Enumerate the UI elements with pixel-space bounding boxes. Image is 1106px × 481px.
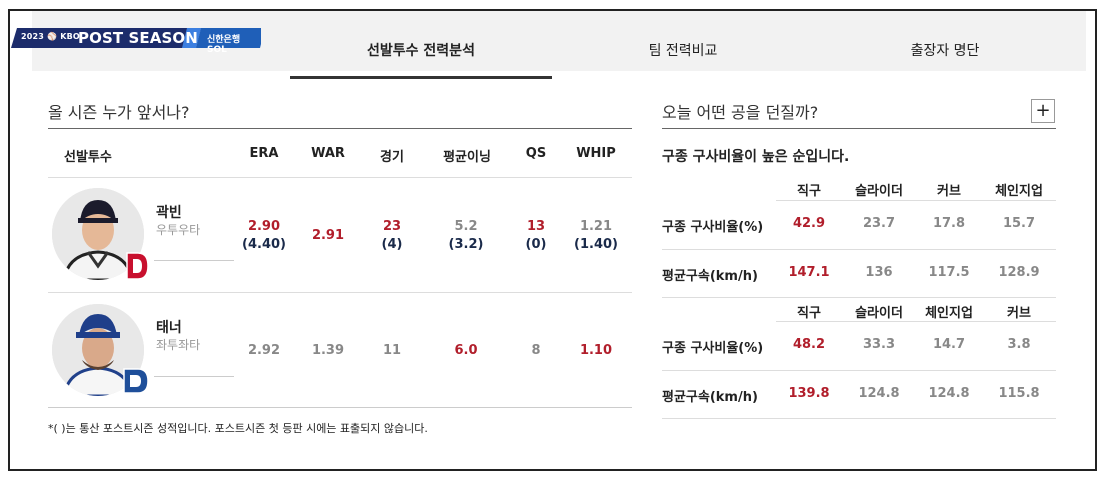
pitcher-avatar — [52, 304, 144, 396]
usage-rate-value: 17.8 — [932, 216, 966, 231]
stat-games: 23 — [382, 219, 402, 234]
content-area — [32, 71, 1086, 460]
pitch-type-header: 커브 — [937, 184, 961, 199]
stat-war: 1.39 — [311, 343, 345, 358]
widget-panel — [32, 11, 1086, 460]
left-title-rule — [48, 128, 632, 129]
pitcher-underline — [154, 376, 234, 377]
right-title-rule — [662, 128, 1056, 129]
pitch-type-header: 슬라이더 — [855, 184, 903, 199]
pitch-type-header: 커브 — [1007, 306, 1031, 321]
postseason-logo: 2023 ⚾ KBO POST SEASON 신한은행 SOL — [11, 28, 261, 55]
right-section-title: 오늘 어떤 공을 던질까? — [662, 103, 819, 122]
row-divider — [776, 200, 1056, 201]
stat-games: 11 — [382, 343, 402, 358]
stat-whip: 1.21 — [579, 219, 613, 234]
logo-title: POST SEASON — [78, 29, 198, 47]
stat-avg-innings: 5.2 — [454, 219, 478, 234]
usage-rate-label: 구종 구사비율(%) — [662, 220, 764, 235]
row-divider — [662, 370, 1056, 371]
avg-speed-label: 평균구속(km/h) — [662, 390, 758, 405]
avg-speed-value: 115.8 — [998, 386, 1040, 401]
usage-rate-value: 15.7 — [1002, 216, 1036, 231]
avg-speed-value: 117.5 — [928, 265, 970, 280]
avg-speed-value: 139.8 — [788, 386, 830, 401]
avg-speed-value: 136 — [865, 265, 893, 280]
table-bottom-rule — [48, 407, 632, 408]
row-divider — [662, 418, 1056, 419]
stat-avg-innings-post: (3.2) — [448, 237, 484, 252]
tab-starter-analysis[interactable]: 선발투수 전력분석 — [290, 39, 552, 79]
row-divider — [662, 297, 1056, 298]
usage-rate-label: 구종 구사비율(%) — [662, 341, 764, 356]
col-header-whip: WHIP — [576, 146, 616, 161]
col-header-war: WAR — [311, 146, 345, 161]
stat-games-post: (4) — [381, 237, 403, 252]
stat-avg-innings: 6.0 — [454, 343, 478, 358]
logo-year: 2023 ⚾ KBO — [21, 32, 80, 41]
avg-speed-value: 147.1 — [788, 265, 830, 280]
stat-era-post: (4.40) — [242, 237, 286, 252]
pitcher-name: 태너 — [156, 320, 182, 336]
col-header-avg-innings: 평균이닝 — [443, 150, 491, 165]
row-divider — [48, 177, 632, 178]
col-header-qs: QS — [525, 146, 547, 161]
stat-qs: 13 — [526, 219, 546, 234]
pitch-type-header: 체인지업 — [925, 306, 973, 321]
usage-rate-value: 42.9 — [792, 216, 826, 231]
avg-speed-value: 124.8 — [928, 386, 970, 401]
widget-frame — [8, 9, 1097, 471]
usage-rate-value: 33.3 — [862, 337, 896, 352]
pitch-type-header: 체인지업 — [995, 184, 1043, 199]
row-divider — [48, 292, 632, 293]
pitch-type-header: 슬라이더 — [855, 306, 903, 321]
left-section-title: 올 시즌 누가 앞서나? — [48, 103, 190, 122]
pitcher-underline — [154, 260, 234, 261]
stat-era: 2.92 — [247, 343, 281, 358]
footnote: *( )는 통산 포스트시즌 성적입니다. 포스트시즌 첫 등판 시에는 표출되… — [48, 422, 428, 435]
avg-speed-value: 124.8 — [858, 386, 900, 401]
team-logo-icon — [126, 252, 149, 280]
stat-era: 2.90 — [247, 219, 281, 234]
stat-whip-post: (1.40) — [574, 237, 618, 252]
team-logo-icon — [123, 368, 149, 394]
pitcher-hand: 우투우타 — [156, 223, 201, 237]
stat-qs: 8 — [531, 343, 541, 358]
expand-button[interactable]: + — [1031, 99, 1055, 123]
pitcher-hand: 좌투좌타 — [156, 338, 201, 352]
usage-rate-value: 14.7 — [932, 337, 966, 352]
stat-qs-post: (0) — [525, 237, 547, 252]
pitcher-name: 곽빈 — [156, 205, 182, 221]
tab-lineup[interactable]: 출장자 명단 — [910, 43, 980, 59]
col-header-era: ERA — [249, 146, 279, 161]
logo-sponsor: 신한은행 SOL — [207, 35, 241, 55]
row-divider — [776, 321, 1056, 322]
stat-whip: 1.10 — [579, 343, 613, 358]
tab-team-comparison[interactable]: 팀 전력비교 — [648, 43, 718, 59]
usage-rate-value: 3.8 — [1007, 337, 1031, 352]
pitch-subtitle: 구종 구사비율이 높은 순입니다. — [662, 149, 850, 165]
avg-speed-label: 평균구속(km/h) — [662, 269, 758, 284]
usage-rate-value: 23.7 — [862, 216, 896, 231]
avg-speed-value: 128.9 — [998, 265, 1040, 280]
pitch-type-header: 직구 — [797, 184, 821, 199]
stat-war: 2.91 — [311, 228, 345, 243]
col-header-games: 경기 — [380, 150, 404, 165]
usage-rate-value: 48.2 — [792, 337, 826, 352]
col-header-pitcher: 선발투수 — [64, 150, 112, 165]
pitch-type-header: 직구 — [797, 306, 821, 321]
row-divider — [662, 249, 1056, 250]
